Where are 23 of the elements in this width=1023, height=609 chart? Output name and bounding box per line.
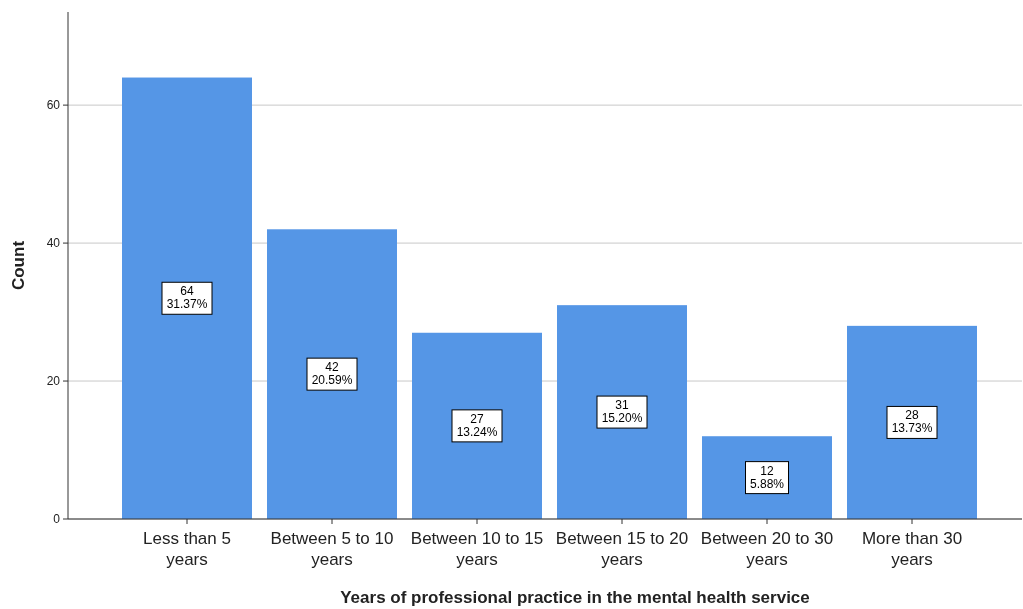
data-label: 31 15.20% [601, 398, 643, 426]
x-tick-label: Less than 5 years [143, 529, 231, 569]
y-axis-title: Count [9, 240, 28, 291]
x-tick-label: Between 5 to 10 years [270, 529, 394, 569]
data-label: 28 13.73% [891, 408, 933, 436]
bar [412, 332, 542, 519]
data-label: 64 31.37% [166, 284, 208, 312]
y-tick-label: 40 [46, 236, 61, 251]
bar [557, 305, 687, 519]
x-tick-label: Between 10 to 15 years [410, 529, 544, 569]
data-label: 27 13.24% [456, 411, 498, 439]
y-tick-label: 60 [46, 98, 61, 113]
x-tick-label: Between 20 to 30 years [700, 529, 834, 569]
bar [847, 325, 977, 519]
bar [267, 229, 397, 519]
data-label: 42 20.59% [311, 360, 353, 388]
data-label: 12 5.88% [749, 463, 785, 491]
y-tick-label: 20 [46, 374, 61, 389]
x-tick-label: Between 15 to 20 years [555, 529, 689, 569]
x-axis-title: Years of professional practice in the mental health service [340, 588, 810, 607]
bar [122, 77, 252, 519]
x-tick-label: More than 30 years [861, 529, 963, 569]
y-tick-label: 0 [53, 512, 61, 527]
